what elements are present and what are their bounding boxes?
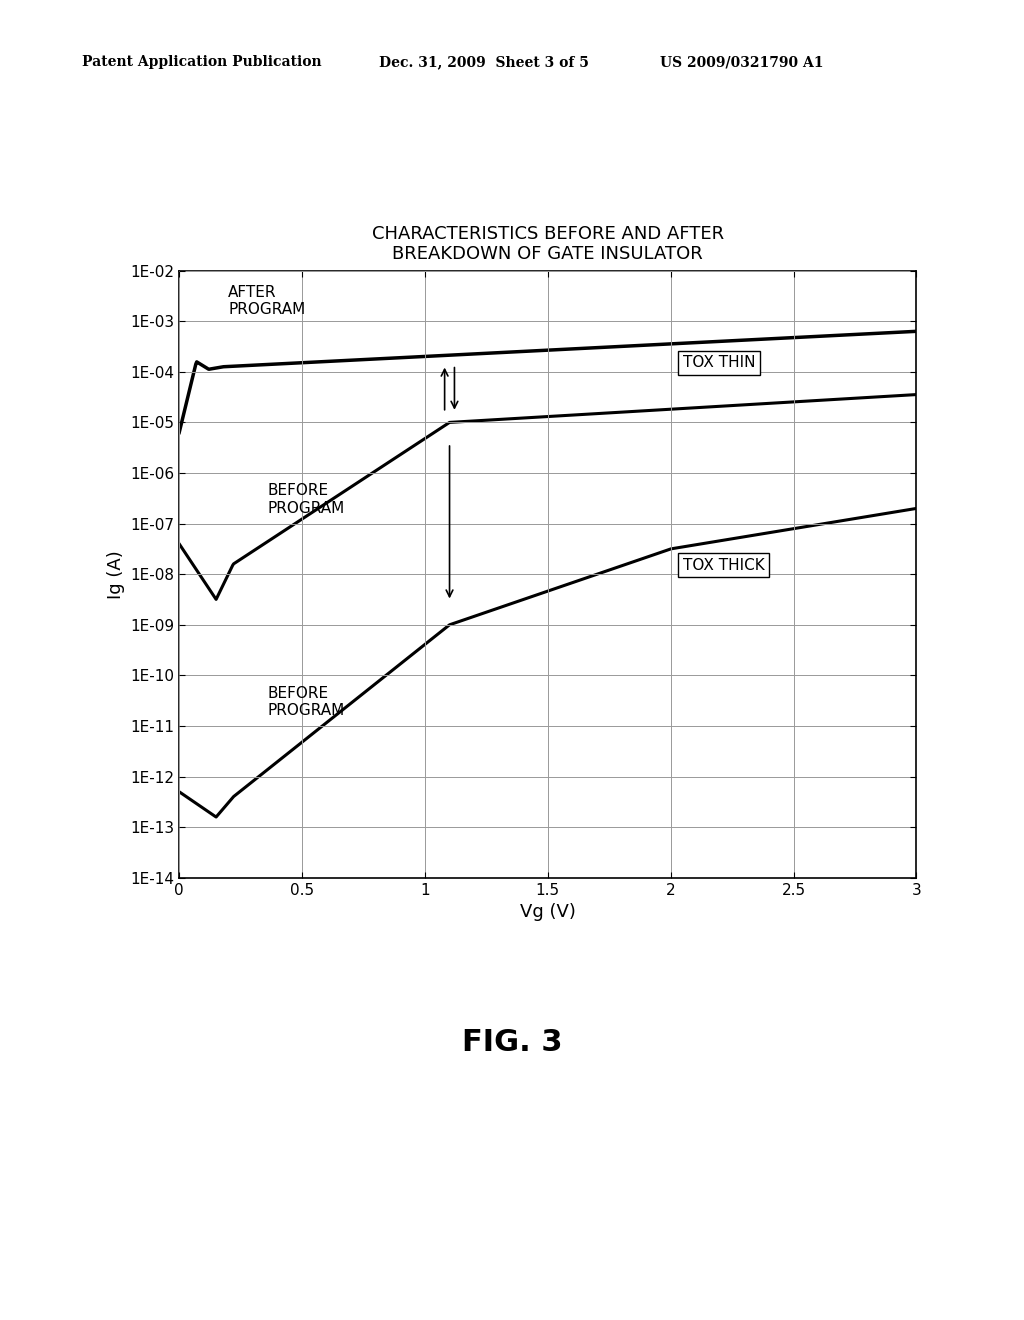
X-axis label: Vg (V): Vg (V): [520, 903, 575, 921]
Text: Dec. 31, 2009  Sheet 3 of 5: Dec. 31, 2009 Sheet 3 of 5: [379, 55, 589, 70]
Text: TOX THIN: TOX THIN: [683, 355, 756, 371]
Y-axis label: Ig (A): Ig (A): [106, 550, 125, 598]
Text: AFTER
PROGRAM: AFTER PROGRAM: [228, 285, 305, 317]
Text: BEFORE
PROGRAM: BEFORE PROGRAM: [267, 685, 345, 718]
Text: TOX THICK: TOX THICK: [683, 558, 765, 573]
Text: Patent Application Publication: Patent Application Publication: [82, 55, 322, 70]
Text: FIG. 3: FIG. 3: [462, 1028, 562, 1057]
Text: US 2009/0321790 A1: US 2009/0321790 A1: [660, 55, 824, 70]
Text: BEFORE
PROGRAM: BEFORE PROGRAM: [267, 483, 345, 516]
Title: CHARACTERISTICS BEFORE AND AFTER
BREAKDOWN OF GATE INSULATOR: CHARACTERISTICS BEFORE AND AFTER BREAKDO…: [372, 224, 724, 264]
